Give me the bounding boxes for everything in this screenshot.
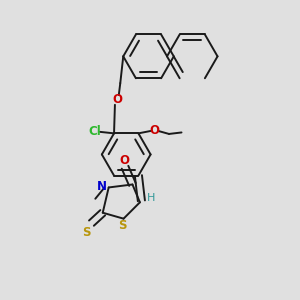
Text: Cl: Cl (88, 125, 101, 138)
Text: O: O (119, 154, 129, 167)
Text: S: S (118, 219, 126, 232)
Text: O: O (112, 93, 122, 106)
Text: O: O (150, 124, 160, 137)
Text: N: N (97, 180, 107, 194)
Text: H: H (147, 194, 155, 203)
Text: S: S (82, 226, 90, 239)
